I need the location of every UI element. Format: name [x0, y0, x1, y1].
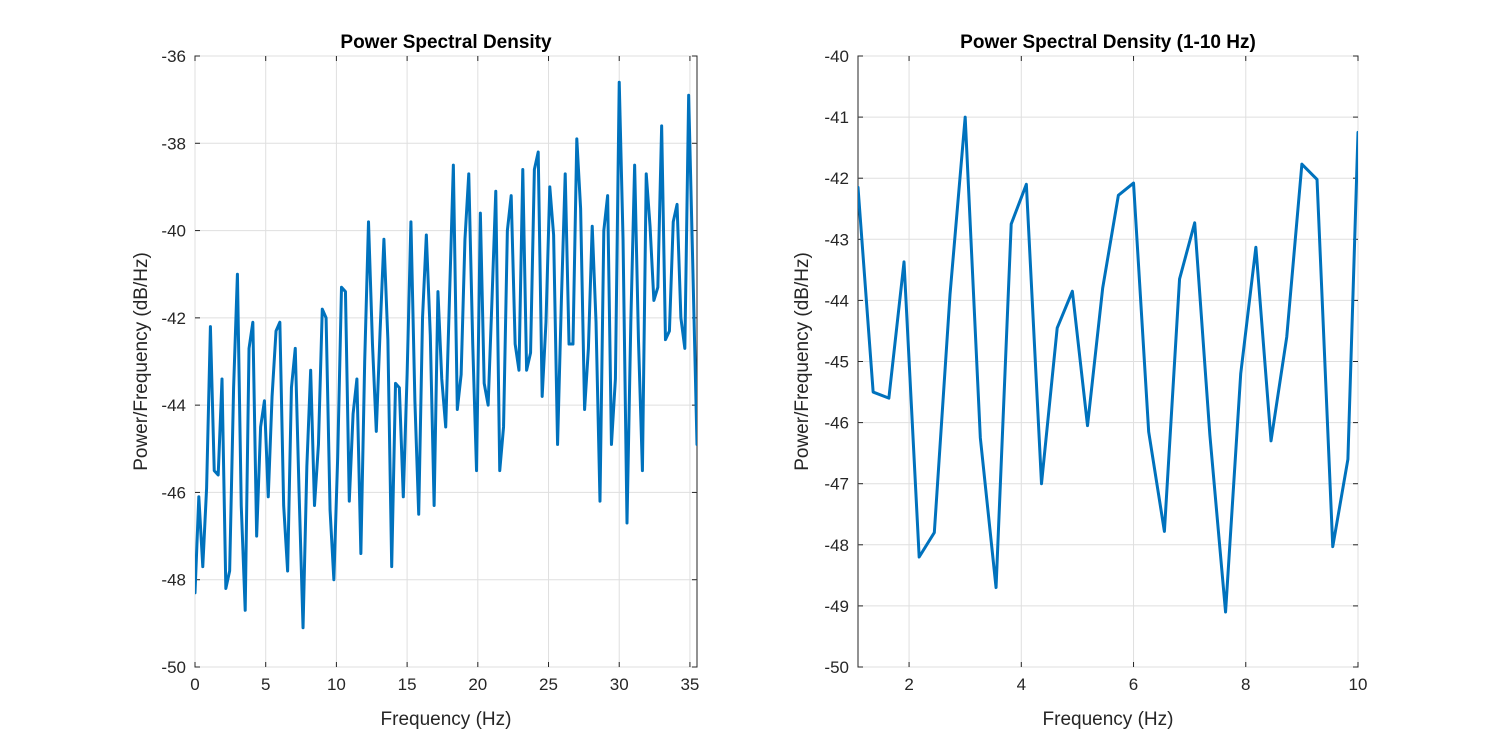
psd-series-line — [195, 80, 697, 630]
x-tick-label: 35 — [680, 675, 699, 694]
y-tick-label: -41 — [824, 108, 849, 127]
y-tick-label: -44 — [824, 291, 849, 310]
x-tick-label: 0 — [190, 675, 199, 694]
x-tick-label: 2 — [904, 675, 913, 694]
x-tick-label: 4 — [1017, 675, 1026, 694]
y-tick-label: -45 — [824, 353, 849, 372]
y-tick-label: -49 — [824, 597, 849, 616]
y-tick-label: -42 — [161, 309, 186, 328]
y-tick-label: -43 — [824, 230, 849, 249]
x-tick-label: 8 — [1241, 675, 1250, 694]
psd-zoom-chart: 2 4 6 8 10-50-49-48-47-46-45-44-43-42-41-40 … — [792, 32, 1367, 730]
x-tick-label: 10 — [1349, 675, 1368, 694]
y-tick-label: -46 — [824, 414, 849, 433]
x-tick-label: 25 — [539, 675, 558, 694]
y-tick-label: -48 — [161, 571, 186, 590]
psd-series-line — [858, 115, 1358, 614]
y-tick-label: -48 — [824, 536, 849, 555]
x-tick-label: 20 — [468, 675, 487, 694]
chart-title: Power Spectral Density (1-10 Hz) — [960, 32, 1256, 53]
y-tick-label: -46 — [161, 483, 186, 502]
grid — [858, 55, 1359, 668]
y-axis-label: Power/Frequency (dB/Hz) — [792, 252, 813, 471]
series — [858, 115, 1358, 614]
psd-full-chart: 0 5 10 15 20 25 30 35 -50 -48 -46 -44 -42 -40 -38 -36 P… — [131, 32, 699, 730]
y-tick-label: -50 — [824, 658, 849, 677]
y-tick-label: -47 — [824, 475, 849, 494]
y-tick-label: -44 — [161, 396, 186, 415]
x-axis-label: Frequency (Hz) — [1043, 709, 1174, 730]
chart-title: Power Spectral Density — [340, 32, 552, 53]
plot-area — [194, 55, 698, 668]
y-tick-label: -40 — [161, 222, 186, 241]
y-axis-label: Power/Frequency (dB/Hz) — [131, 252, 152, 471]
series — [195, 80, 697, 630]
x-axis-label: Frequency (Hz) — [381, 709, 512, 730]
y-tick-label: -36 — [161, 47, 186, 66]
x-tick-label: 30 — [610, 675, 629, 694]
ticks: 0 5 10 15 20 25 30 35 -50 -48 -46 -44 -42 -40 -38 -36 — [161, 47, 699, 694]
y-tick-label: -38 — [161, 134, 186, 153]
x-tick-label: 5 — [261, 675, 270, 694]
y-tick-label: -42 — [824, 169, 849, 188]
y-tick-label: -50 — [161, 658, 186, 677]
x-tick-label: 6 — [1129, 675, 1138, 694]
y-tick-label: -40 — [824, 47, 849, 66]
x-tick-label: 15 — [398, 675, 417, 694]
x-tick-label: 10 — [327, 675, 346, 694]
